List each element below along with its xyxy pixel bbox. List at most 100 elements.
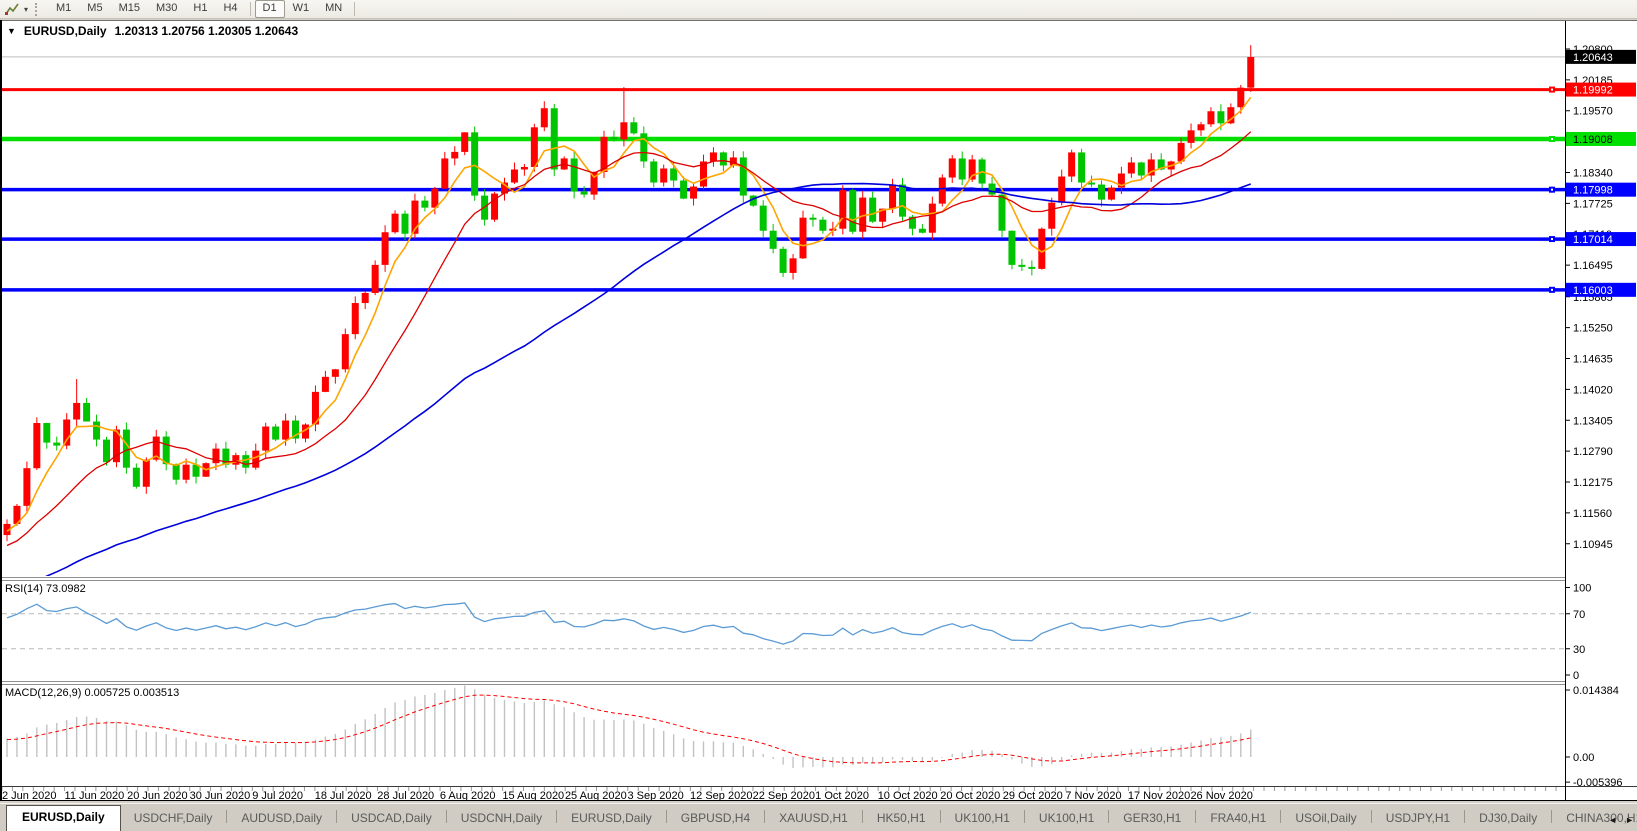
tab-separator [445, 810, 447, 823]
svg-text:7 Nov 2020: 7 Nov 2020 [1065, 790, 1121, 801]
svg-text:22 Sep 2020: 22 Sep 2020 [753, 790, 815, 801]
svg-text:11 Jun 2020: 11 Jun 2020 [65, 790, 125, 801]
svg-text:1.19570: 1.19570 [1573, 106, 1613, 118]
svg-text:1.20643: 1.20643 [1573, 52, 1613, 64]
candlesticks [3, 45, 1255, 542]
tab-scroll-left-icon[interactable]: ◄ [1608, 815, 1618, 825]
chart-ohlc-values: 1.20313 1.20756 1.20305 1.20643 [114, 24, 299, 38]
tab-separator [336, 810, 338, 823]
svg-text:1.19008: 1.19008 [1573, 134, 1613, 146]
level-line[interactable] [2, 236, 1565, 243]
level-line[interactable] [2, 286, 1565, 293]
level-line[interactable] [2, 135, 1565, 142]
chart-symbol-label: EURUSD,Daily [23, 24, 107, 38]
tab-separator [1370, 810, 1372, 823]
svg-text:18 Jul 2020: 18 Jul 2020 [315, 790, 372, 801]
chart-tab-audusd-daily[interactable]: AUDUSD,Daily [241, 811, 323, 825]
chart-tab-uk100-h1[interactable]: UK100,H1 [954, 811, 1010, 825]
ma-line-13 [6, 131, 1252, 547]
chart-tab-ger30-h1[interactable]: GER30,H1 [1123, 811, 1182, 825]
pane-separators[interactable] [0, 577, 1637, 787]
collapse-triangle-icon[interactable]: ▼ [7, 26, 16, 36]
chart-tab-usdcad-daily[interactable]: USDCAD,Daily [351, 811, 432, 825]
svg-text:1.12790: 1.12790 [1573, 446, 1613, 458]
chart-tab-usdcnh-daily[interactable]: USDCNH,Daily [460, 811, 543, 825]
rsi-line [6, 602, 1251, 645]
tab-separator [665, 810, 667, 823]
chart-tab-xauusd-h1[interactable]: XAUUSD,H1 [779, 811, 848, 825]
chart-tab-china300-h1[interactable]: CHINA300,H1 [1566, 811, 1637, 825]
moving-averages [6, 96, 1252, 576]
tab-separator [1464, 810, 1466, 823]
toolbar-separator [354, 2, 356, 16]
tab-scroll-right-icon[interactable]: ► [1625, 815, 1634, 825]
rsi-pane [2, 602, 1565, 650]
svg-text:9 Jul 2020: 9 Jul 2020 [252, 790, 303, 801]
svg-text:30 Jun 2020: 30 Jun 2020 [190, 790, 251, 801]
price-badge: 1.19992 [1566, 82, 1636, 97]
svg-text:20 Jun 2020: 20 Jun 2020 [127, 790, 188, 801]
price-badge: 1.19008 [1566, 131, 1636, 146]
rsi-indicator-label: RSI(14) 73.0982 [5, 583, 86, 595]
svg-text:1 Oct 2020: 1 Oct 2020 [815, 790, 869, 801]
svg-text:1.14635: 1.14635 [1573, 354, 1613, 366]
chart-tab-dj30-daily[interactable]: DJ30,Daily [1479, 811, 1538, 825]
timeframe-button-mn[interactable]: MN [325, 2, 343, 14]
chart-tab-usoil-daily[interactable]: USOil,Daily [1295, 811, 1357, 825]
svg-text:12 Sep 2020: 12 Sep 2020 [690, 790, 752, 801]
svg-text:1.16003: 1.16003 [1573, 285, 1613, 297]
horizontal-level-lines[interactable] [2, 86, 1565, 293]
timeframe-button-m5[interactable]: M5 [87, 2, 103, 14]
svg-text:1.18340: 1.18340 [1573, 167, 1613, 179]
chart-title: ▼ EURUSD,Daily 1.20313 1.20756 1.20305 1… [7, 24, 298, 38]
ma-line-45 [45, 182, 1252, 576]
svg-text:1.17014: 1.17014 [1573, 234, 1613, 246]
macd-indicator-label: MACD(12,26,9) 0.005725 0.003513 [5, 687, 180, 699]
svg-text:10 Oct 2020: 10 Oct 2020 [878, 790, 938, 801]
chart-canvas[interactable]: 1.208001.201851.195701.189551.183401.177… [0, 20, 1637, 801]
chart-tab-usdchf-daily[interactable]: USDCHF,Daily [133, 811, 213, 825]
svg-text:1.11560: 1.11560 [1573, 508, 1612, 520]
price-badge: 1.20643 [1566, 49, 1636, 64]
svg-text:1.15250: 1.15250 [1573, 323, 1613, 335]
svg-text:1.16495: 1.16495 [1573, 260, 1613, 272]
timeframe-button-h4[interactable]: H4 [223, 2, 238, 14]
price-badges: 1.19992 1.19008 1.17998 1.17014 1.16003 1.206… [1566, 49, 1636, 297]
svg-text:100: 100 [1573, 583, 1591, 595]
chart-tab-hk50-h1[interactable]: HK50,H1 [876, 811, 926, 825]
svg-text:1.13405: 1.13405 [1573, 415, 1613, 427]
timeframe-button-m15[interactable]: M15 [118, 2, 140, 14]
timeframe-toolbar: ▾ M1 M5 M15 M30 H1 H4 D1 W1 MN [0, 0, 1637, 19]
timeframe-button-h1[interactable]: H1 [193, 2, 208, 14]
svg-text:-0.005396: -0.005396 [1573, 777, 1623, 789]
chart-tab-fra40-h1[interactable]: FRA40,H1 [1210, 811, 1267, 825]
toolbar-separator [249, 2, 251, 16]
level-line[interactable] [2, 86, 1565, 93]
svg-text:25 Aug 2020: 25 Aug 2020 [565, 790, 627, 801]
svg-text:70: 70 [1573, 609, 1585, 621]
ma-line-5 [6, 96, 1252, 532]
price-axis: 1.208001.201851.195701.189551.183401.177… [1565, 20, 1623, 800]
chart-tab-eurusd-daily[interactable]: EURUSD,Daily [6, 805, 121, 831]
toolbar-grip-handle[interactable] [35, 2, 42, 16]
svg-text:6 Aug 2020: 6 Aug 2020 [440, 790, 496, 801]
svg-text:1.14020: 1.14020 [1573, 384, 1613, 396]
tab-separator [939, 810, 941, 823]
macd-signal-line [6, 694, 1251, 764]
tab-separator [1280, 810, 1282, 823]
chart-tab-uk100-h1[interactable]: UK100,H1 [1038, 811, 1095, 825]
svg-text:3 Sep 2020: 3 Sep 2020 [628, 790, 684, 801]
svg-text:26 Nov 2020: 26 Nov 2020 [1190, 790, 1252, 801]
chevron-down-icon[interactable]: ▾ [23, 4, 28, 14]
chart-tab-usdjpy-h1[interactable]: USDJPY,H1 [1385, 811, 1451, 825]
chart-tab-eurusd-daily[interactable]: EURUSD,Daily [571, 811, 652, 825]
timeframe-button-w1[interactable]: W1 [292, 2, 310, 14]
price-badge: 1.16003 [1566, 282, 1636, 297]
time-axis: 2 Jun 2020 11 Jun 2020 20 Jun 2020 30 Jun 2… [1, 787, 1557, 801]
chart-tab-gbpusd-h4[interactable]: GBPUSD,H4 [680, 811, 751, 825]
timeframe-button-d1[interactable]: D1 [254, 0, 285, 18]
timeframe-button-m30[interactable]: M30 [155, 2, 178, 14]
svg-text:0: 0 [1573, 670, 1579, 682]
chart-tool-icon[interactable] [3, 2, 20, 17]
timeframe-button-m1[interactable]: M1 [56, 2, 72, 14]
